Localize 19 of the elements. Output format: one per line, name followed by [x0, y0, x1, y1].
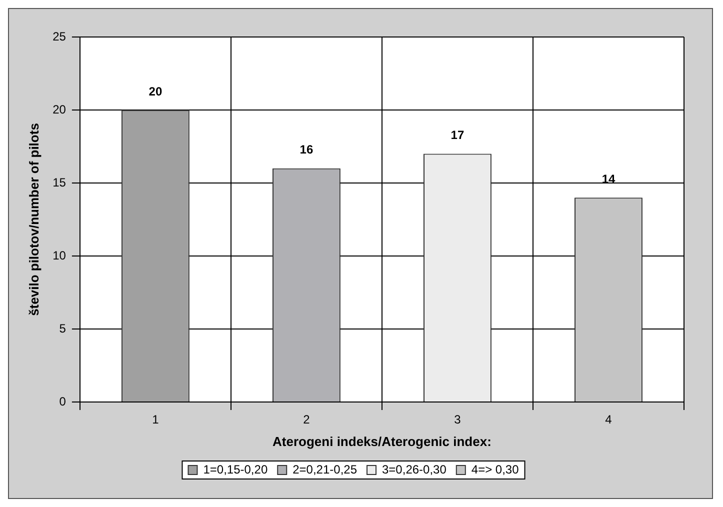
x-tick-label: 3: [454, 412, 462, 427]
legend-label: 4=> 0,30: [471, 462, 520, 476]
x-axis-title: Aterogeni indeks/Aterogenic index:: [272, 434, 492, 449]
data-label: 16: [300, 142, 314, 157]
legend-label: 3=0,26-0,30: [382, 462, 447, 476]
legend-label: 1=0,15-0,20: [203, 462, 268, 476]
y-tick-label: 20: [52, 102, 66, 116]
data-label: 17: [450, 128, 464, 142]
y-axis-title: število pilotov/number of pilots: [26, 123, 42, 316]
y-tick-label: 15: [52, 175, 66, 190]
y-tick-label: 25: [52, 29, 66, 44]
y-tick-label: 0: [59, 394, 66, 408]
legend-label: 2=0,21-0,25: [292, 462, 358, 476]
x-tick-label: 4: [605, 412, 612, 427]
x-tick-label: 2: [303, 412, 310, 427]
y-tick-label: 5: [59, 321, 66, 336]
y-tick-label: 10: [52, 248, 66, 262]
x-tick-label: 1: [152, 412, 160, 427]
data-label: 20: [148, 84, 162, 98]
